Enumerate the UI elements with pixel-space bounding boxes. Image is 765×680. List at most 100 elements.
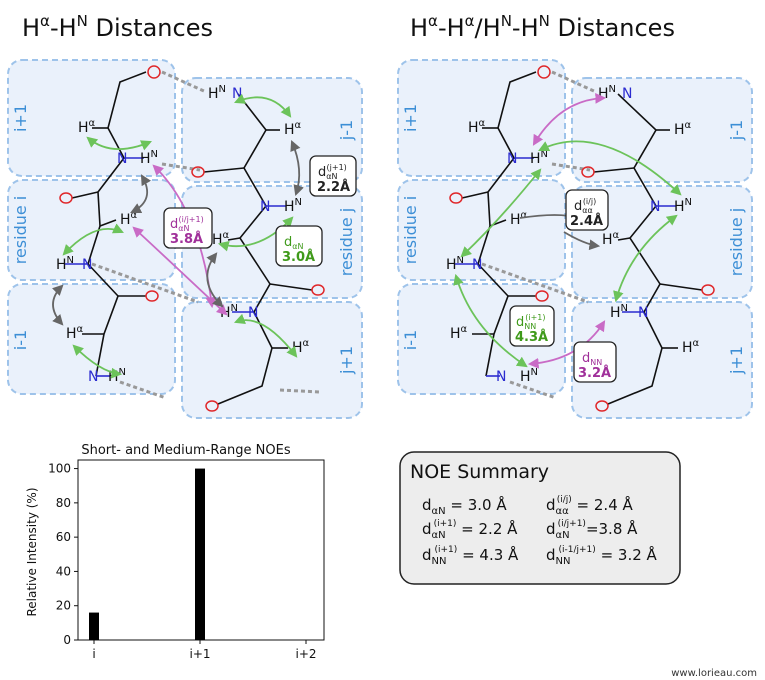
gray-arrow <box>290 140 304 197</box>
oxygen-atom <box>59 192 73 204</box>
label-i-plus-1: i+1 <box>401 104 420 132</box>
svg-text:2.4Å: 2.4Å <box>570 213 603 229</box>
gray-arrow <box>206 252 224 308</box>
label-i-minus-1: i-1 <box>401 330 420 350</box>
nitrogen-atom: N <box>472 257 482 273</box>
credit-text: www.lorieau.com <box>671 668 757 679</box>
box-j-plus-1 <box>181 301 363 419</box>
green-arrow <box>72 344 123 379</box>
green-arrow <box>62 223 124 256</box>
oxygen-atom <box>147 65 161 79</box>
nitrogen-atom: N <box>638 305 648 321</box>
right-distance-badges: dαα(i/j) 2.4Å dNN(i+1) 4.3Å dNN 3.2Å <box>509 189 617 383</box>
badge-d-an: dαN 3.0Å <box>275 225 323 267</box>
green-arrow <box>234 93 292 118</box>
nitrogen-atom: N <box>496 369 506 385</box>
left-panel-title: Hα-HN Distances <box>22 12 213 42</box>
y-tick-label: 0 <box>63 633 71 647</box>
svg-text:2.2Å: 2.2Å <box>317 179 350 195</box>
summary-entry: dNN(i+1) = 4.3 Å <box>422 545 519 567</box>
summary-entry: dαN = 3.0 Å <box>422 495 507 517</box>
label-j-plus-1: j+1 <box>337 346 356 375</box>
h-n-atom: HN <box>446 255 464 273</box>
right-noe-arrows <box>453 93 682 369</box>
oxygen-atom <box>311 284 325 296</box>
y-axis-label: Relative Intensity (%) <box>25 487 39 616</box>
nitrogen-atom: N <box>248 305 258 321</box>
magenta-arrow <box>532 93 607 146</box>
green-arrow <box>538 140 682 196</box>
badge-d-an-i-j-plus-1: dαN(i/j+1) 3.8Å <box>163 207 213 249</box>
noe-bar-chart: Short- and Medium-Range NOEs Relative In… <box>25 443 325 661</box>
svg-text:dαN(i/j+1): dαN(i/j+1) <box>170 215 204 233</box>
left-noe-arrows <box>52 93 304 379</box>
gray-arrow <box>130 174 152 213</box>
oxygen-atom <box>701 284 715 296</box>
gray-arrow <box>52 284 64 326</box>
svg-text:3.8Å: 3.8Å <box>170 231 203 247</box>
gray-arrow <box>563 231 601 251</box>
label-residue-j: residue j <box>727 208 746 277</box>
right-hbond-dashes <box>481 70 597 400</box>
x-tick-label: i+2 <box>295 647 316 661</box>
svg-text:4.3Å: 4.3Å <box>515 329 548 345</box>
nitrogen-atom: N <box>82 257 92 273</box>
h-alpha-atom: Hα <box>682 338 700 356</box>
h-alpha-atom: Hα <box>78 118 96 136</box>
h-alpha-atom: Hα <box>468 118 486 136</box>
svg-text:dαN(j+1): dαN(j+1) <box>318 163 347 181</box>
green-arrow <box>453 273 528 368</box>
label-residue-j: residue j <box>337 208 356 277</box>
summary-entry: dαN(i/j+1)=3.8 Å <box>546 519 638 541</box>
h-n-atom: HN <box>520 367 538 385</box>
chart-title: Short- and Medium-Range NOEs <box>81 443 290 458</box>
label-j-plus-1: j+1 <box>727 346 746 375</box>
svg-text:3.0Å: 3.0Å <box>282 249 315 265</box>
green-arrow <box>233 313 298 358</box>
svg-text:dNN: dNN <box>582 351 602 367</box>
nitrogen-atom: N <box>260 199 270 215</box>
y-tick-label: 100 <box>48 462 71 476</box>
nitrogen-atom: N <box>117 151 127 167</box>
nitrogen-atom: N <box>507 151 517 167</box>
oxygen-atom <box>535 290 549 302</box>
green-arrow <box>613 214 678 303</box>
h-n-atom: HN <box>674 197 692 215</box>
y-tick-label: 60 <box>56 530 71 544</box>
label-residue-i: residue i <box>401 196 420 265</box>
badge-d-nn: dNN 3.2Å <box>573 341 617 383</box>
y-tick-label: 20 <box>56 599 71 613</box>
h-alpha-atom: Hα <box>284 120 302 138</box>
summary-title: NOE Summary <box>410 461 549 483</box>
svg-text:3.2Å: 3.2Å <box>578 365 611 381</box>
bars <box>89 468 205 640</box>
h-n-atom: HN <box>610 303 628 321</box>
y-tick-label: 40 <box>56 564 71 578</box>
h-alpha-atom: Hα <box>120 210 138 228</box>
badge-d-aa-i-j: dαα(i/j) 2.4Å <box>565 189 609 231</box>
badge-d-nn-i-plus-1: dNN(i+1) 4.3Å <box>509 305 555 347</box>
bar <box>89 612 99 640</box>
oxygen-atom <box>537 65 551 79</box>
oxygen-atom <box>205 400 219 412</box>
summary-entry: dαN(i+1) = 2.2 Å <box>422 519 518 541</box>
label-j-minus-1: j-1 <box>727 120 746 141</box>
nitrogen-atom: N <box>622 86 632 102</box>
y-axis-ticks: 0 20 40 60 80 100 <box>48 462 78 647</box>
nitrogen-atom: N <box>650 199 660 215</box>
badge-d-an-j-plus-1: dαN(j+1) 2.2Å <box>309 155 357 197</box>
summary-entry: dαα(i/j) = 2.4 Å <box>546 495 634 517</box>
label-i-minus-1: i-1 <box>11 330 30 350</box>
h-alpha-atom: Hα <box>674 120 692 138</box>
h-alpha-atom: Hα <box>66 324 84 342</box>
label-i-plus-1: i+1 <box>11 104 30 132</box>
h-n-atom: HN <box>140 149 158 167</box>
summary-rows: dαN = 3.0 Å dαα(i/j) = 2.4 Å dαN(i+1) = 2.… <box>422 495 658 567</box>
svg-text:dαN: dαN <box>284 235 304 251</box>
x-axis-ticks: i i+1 i+2 <box>92 640 317 661</box>
label-j-minus-1: j-1 <box>337 120 356 141</box>
bar <box>195 468 205 640</box>
label-residue-i: residue i <box>11 196 30 265</box>
